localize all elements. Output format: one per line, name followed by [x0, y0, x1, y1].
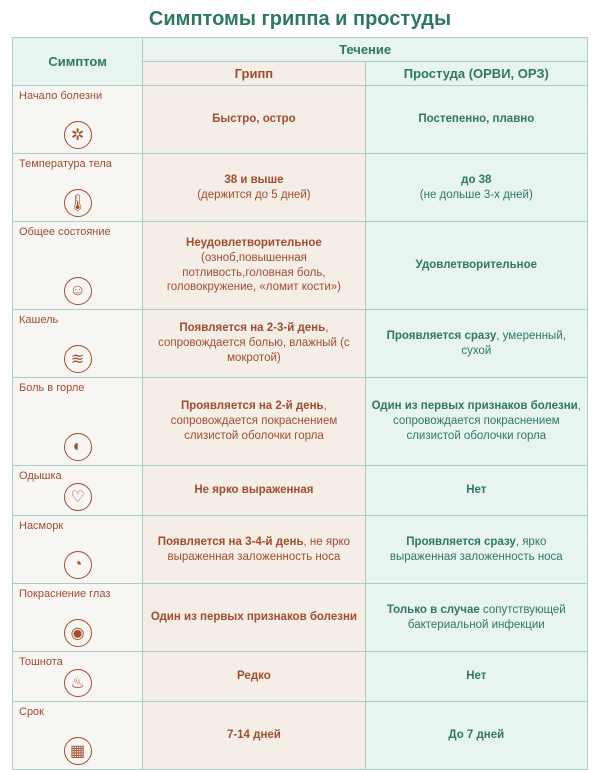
cold-cell: до 38 (не дольше 3-х дней) [365, 154, 587, 222]
table-row: Насморк ◔ Появляется на 3-4-й день, не ярк… [13, 516, 588, 584]
page-title: Симптомы гриппа и простуды [12, 8, 588, 31]
flu-bold: Не ярко выраженная [194, 484, 313, 496]
flu-cell: Не ярко выраженная [143, 466, 365, 516]
symptom-icon: ≋ [64, 345, 92, 373]
table-row: Боль в горле ◐ Проявляется на 2-й день, со… [13, 378, 588, 466]
flu-note: (держится до 5 дней) [197, 189, 310, 201]
symptom-icon: ♨ [64, 669, 92, 697]
flu-note: (озноб,повышенная потливость,головная бо… [167, 252, 341, 294]
flu-cell: Появляется на 3-4-й день, не ярко выраже… [143, 516, 365, 584]
table-row: Одышка♡ Не ярко выраженная Нет [13, 466, 588, 516]
cold-bold: Нет [466, 670, 486, 682]
symptom-label-text: Покраснение глаз [19, 588, 138, 600]
symptom-cell: Начало болезни ✲ [13, 86, 143, 154]
symptom-icon: ◉ [64, 619, 92, 647]
table-row: Температура тела 🌡 38 и выше (держится до 5… [13, 154, 588, 222]
cold-cell: Один из первых признаков болезни, сопров… [365, 378, 587, 466]
cold-bold: Один из первых признаков болезни [372, 400, 578, 412]
symptom-cell: Боль в горле ◐ [13, 378, 143, 466]
symptom-cell: Одышка♡ [13, 466, 143, 516]
symptom-icon: ◔ [64, 551, 92, 579]
symptom-cell: Температура тела 🌡 [13, 154, 143, 222]
symptom-label-text: Температура тела [19, 158, 138, 170]
symptom-icon: ♡ [64, 483, 92, 511]
cold-bold: Только в случае [387, 604, 480, 616]
flu-cell: Быстро, остро [143, 86, 365, 154]
cold-cell: Проявляется сразу, ярко выраженная залож… [365, 516, 587, 584]
symptom-label-text: Насморк [19, 520, 138, 532]
symptom-cell: Общее состояние ☺ [13, 222, 143, 310]
flu-cell: Неудовлетворительное (озноб,повышенная по… [143, 222, 365, 310]
symptom-icon: ▦ [64, 737, 92, 765]
cold-bold: Проявляется сразу [387, 330, 497, 342]
cold-bold: Постепенно, плавно [418, 113, 534, 125]
symptom-label-text: Срок [19, 706, 138, 718]
header-flu: Грипп [143, 62, 365, 86]
table-row: Начало болезни ✲ Быстро, остро Постепенно, … [13, 86, 588, 154]
cold-cell: Нет [365, 652, 587, 702]
header-cold: Простуда (ОРВИ, ОРЗ) [365, 62, 587, 86]
header-flow: Течение [143, 38, 588, 62]
flu-bold: Появляется на 3-4-й день [158, 536, 304, 548]
flu-cell: 38 и выше (держится до 5 дней) [143, 154, 365, 222]
table-row: Общее состояние ☺ Неудовлетворительное (озн… [13, 222, 588, 310]
symptom-icon: 🌡 [64, 189, 92, 217]
flu-bold: Неудовлетворительное [186, 237, 322, 249]
cold-bold: до 38 [461, 174, 491, 186]
table-row: Покраснение глаз ◉ Один из первых признако… [13, 584, 588, 652]
cold-bold: Нет [466, 484, 486, 496]
table-row: Тошнота♨ Редко Нет [13, 652, 588, 702]
symptom-label-text: Общее состояние [19, 226, 138, 238]
cold-bold: Удовлетворительное [416, 259, 538, 271]
flu-bold: Один из первых признаков болезни [151, 611, 357, 623]
symptom-icon: ◐ [64, 433, 92, 461]
symptom-label-text: Боль в горле [19, 382, 138, 394]
flu-bold: Проявляется на 2-й день [181, 400, 324, 412]
flu-bold: 7-14 дней [227, 729, 281, 741]
cold-cell: Только в случае сопутствующей бактериаль… [365, 584, 587, 652]
symptom-cell: Тошнота♨ [13, 652, 143, 702]
cold-cell: Постепенно, плавно [365, 86, 587, 154]
header-symptom: Симптом [13, 38, 143, 86]
symptom-label-text: Начало болезни [19, 90, 138, 102]
symptom-cell: Кашель ≋ [13, 310, 143, 378]
symptom-label-text: Тошнота [19, 656, 138, 668]
cold-bold: До 7 дней [448, 729, 504, 741]
flu-cell: Проявляется на 2-й день, сопровождается … [143, 378, 365, 466]
cold-bold: Проявляется сразу [406, 536, 516, 548]
flu-bold: 38 и выше [224, 174, 283, 186]
flu-bold: Редко [237, 670, 271, 682]
symptom-icon: ☺ [64, 277, 92, 305]
symptom-cell: Насморк ◔ [13, 516, 143, 584]
cold-cell: Удовлетворительное [365, 222, 587, 310]
symptom-icon: ✲ [64, 121, 92, 149]
flu-bold: Появляется на 2-3-й день [179, 322, 325, 334]
flu-cell: Редко [143, 652, 365, 702]
cold-note: (не дольше 3-х дней) [420, 189, 533, 201]
flu-cell: Появляется на 2-3-й день, сопровождается… [143, 310, 365, 378]
cold-cell: Нет [365, 466, 587, 516]
flu-cell: Один из первых признаков болезни [143, 584, 365, 652]
symptom-cell: Покраснение глаз ◉ [13, 584, 143, 652]
symptom-label-text: Одышка [19, 470, 138, 482]
table-row: Кашель ≋ Появляется на 2-3-й день, сопрово… [13, 310, 588, 378]
comparison-table: Симптом Течение Грипп Простуда (ОРВИ, ОР… [12, 37, 588, 770]
flu-bold: Быстро, остро [212, 113, 296, 125]
cold-cell: Проявляется сразу, умеренный, сухой [365, 310, 587, 378]
symptom-label-text: Кашель [19, 314, 138, 326]
